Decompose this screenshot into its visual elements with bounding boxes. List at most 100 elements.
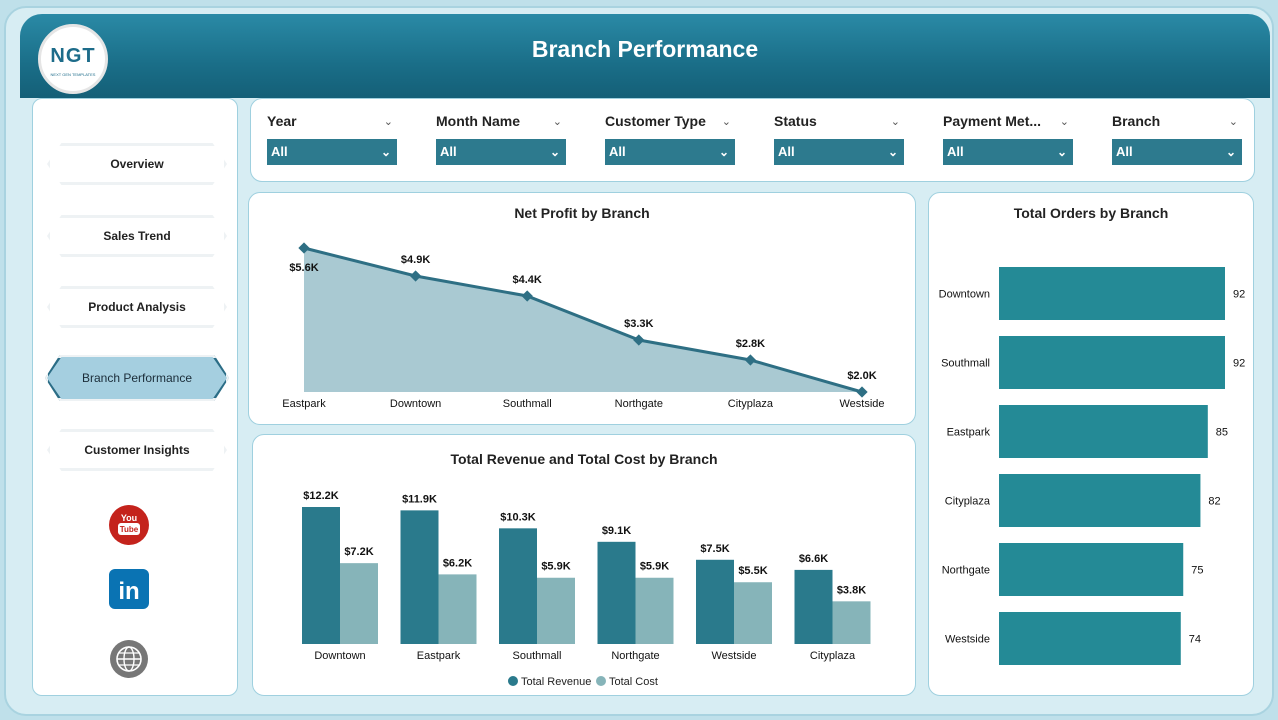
- profit-point: [856, 386, 868, 398]
- payment-method-dropdown[interactable]: All ⌄: [943, 139, 1073, 165]
- revenue-cost-card: Total Revenue and Total Cost by Branch $…: [252, 434, 916, 696]
- data-label: $10.3K: [500, 511, 536, 523]
- filter-label: Month Name: [436, 113, 520, 129]
- data-label: $9.1K: [602, 525, 631, 537]
- filter-status: Status ⌄ All ⌄: [774, 113, 904, 165]
- revenue-bar: [794, 569, 833, 644]
- data-label: $5.5K: [738, 565, 767, 577]
- nav-product-analysis[interactable]: Product Analysis: [47, 286, 227, 328]
- net-profit-card: Net Profit by Branch $5.6K Eastpark $4.9K D…: [248, 192, 916, 425]
- filter-label: Branch: [1112, 113, 1161, 129]
- filter-label: Payment Met...: [943, 113, 1042, 129]
- data-label: $5.6K: [289, 262, 318, 274]
- data-label: $4.4K: [513, 274, 542, 286]
- dropdown-value: All: [778, 144, 795, 159]
- filter-label: Status: [774, 113, 817, 129]
- globe-icon[interactable]: [109, 639, 149, 679]
- x-tick-label: Westside: [711, 650, 756, 662]
- filter-payment-method: Payment Met... ⌄ All ⌄: [943, 113, 1073, 165]
- revenue-cost-chart: $12.2K $7.2K Downtown $11.9K $6.2K Eastpark $1…: [302, 490, 871, 688]
- revenue-bar: [696, 559, 734, 644]
- x-tick-label: Northgate: [615, 398, 663, 410]
- header-bar: NGT NEXT GEN TEMPLATES Branch Performanc…: [20, 14, 1270, 98]
- revenue-bar: [499, 528, 537, 644]
- branch-dropdown[interactable]: All ⌄: [1112, 139, 1242, 165]
- orders-bar: [999, 612, 1181, 665]
- nav-branch-performance[interactable]: Branch Performance: [47, 357, 227, 399]
- data-label: 92: [1233, 289, 1245, 301]
- data-label: $3.3K: [624, 318, 653, 330]
- legend-marker: [596, 676, 606, 686]
- orders-bar: [999, 405, 1208, 458]
- x-tick-label: Southmall: [503, 398, 552, 410]
- data-label: $12.2K: [303, 490, 339, 502]
- filter-branch: Branch ⌄ All ⌄: [1112, 113, 1242, 165]
- nav-sales-trend[interactable]: Sales Trend: [47, 215, 227, 257]
- data-label: 74: [1189, 634, 1201, 646]
- data-label: $3.8K: [837, 584, 866, 596]
- data-label: 82: [1208, 496, 1220, 508]
- dropdown-value: All: [609, 144, 626, 159]
- year-dropdown[interactable]: All ⌄: [267, 139, 397, 165]
- nav-customer-insights[interactable]: Customer Insights: [47, 429, 227, 471]
- orders-bar: [999, 267, 1225, 320]
- data-label: 85: [1216, 427, 1228, 439]
- cost-bar: [832, 601, 871, 644]
- y-tick-label: Eastpark: [947, 427, 991, 439]
- cost-bar: [635, 577, 674, 644]
- chevron-down-icon: ⌄: [549, 145, 560, 159]
- revenue-bar: [400, 510, 439, 644]
- youtube-icon[interactable]: You Tube: [109, 505, 149, 545]
- profit-point: [744, 354, 757, 366]
- chevron-down-icon[interactable]: ⌄: [1228, 116, 1238, 128]
- chart-title: Total Orders by Branch: [1013, 205, 1169, 221]
- filter-bar: Year ⌄ All ⌄ Month Name ⌄ All ⌄ Customer Typ…: [250, 98, 1255, 182]
- svg-text:Tube: Tube: [120, 525, 139, 534]
- cost-bar: [537, 577, 575, 644]
- chevron-down-icon[interactable]: ⌄: [383, 116, 393, 128]
- x-tick-label: Northgate: [611, 650, 659, 662]
- chevron-down-icon[interactable]: ⌄: [890, 116, 900, 128]
- status-dropdown[interactable]: All ⌄: [774, 139, 904, 165]
- y-tick-label: Northgate: [942, 565, 990, 577]
- revenue-bar: [302, 507, 340, 644]
- dropdown-value: All: [271, 144, 288, 159]
- dropdown-value: All: [1116, 144, 1133, 159]
- chevron-down-icon[interactable]: ⌄: [721, 116, 731, 128]
- data-label: $11.9K: [402, 493, 437, 505]
- x-tick-label: Westside: [839, 398, 884, 410]
- cost-bar: [438, 574, 477, 644]
- chart-title: Total Revenue and Total Cost by Branch: [450, 451, 718, 467]
- filter-label: Customer Type: [605, 113, 706, 129]
- nav-overview[interactable]: Overview: [47, 143, 227, 185]
- chevron-down-icon: ⌄: [380, 145, 391, 159]
- x-tick-label: Eastpark: [282, 398, 326, 410]
- legend-marker: [508, 676, 518, 686]
- month-dropdown[interactable]: All ⌄: [436, 139, 566, 165]
- linkedin-icon[interactable]: in: [109, 569, 149, 609]
- y-tick-label: Southmall: [941, 358, 990, 370]
- data-label: $6.6K: [799, 553, 828, 565]
- legend-label: Total Cost: [609, 676, 658, 688]
- data-label: $5.9K: [640, 561, 669, 573]
- customer-type-dropdown[interactable]: All ⌄: [605, 139, 735, 165]
- y-tick-label: Downtown: [939, 289, 990, 301]
- svg-text:You: You: [121, 513, 137, 523]
- data-label: $4.9K: [401, 254, 430, 266]
- orders-bar: [999, 336, 1225, 389]
- chevron-down-icon[interactable]: ⌄: [552, 116, 562, 128]
- filter-label: Year: [267, 113, 297, 129]
- filter-year: Year ⌄ All ⌄: [267, 113, 397, 165]
- orders-chart: Downtown 92 Southmall 92 Eastpark 85 Cityplaza…: [939, 267, 1245, 665]
- profit-line: [303, 246, 863, 394]
- y-tick-label: Westside: [945, 634, 990, 646]
- data-label: $7.2K: [344, 546, 373, 558]
- filter-customer-type: Customer Type ⌄ All ⌄: [605, 113, 735, 165]
- filter-month: Month Name ⌄ All ⌄: [436, 113, 566, 165]
- data-label: $2.0K: [847, 370, 876, 382]
- chevron-down-icon[interactable]: ⌄: [1059, 116, 1069, 128]
- x-tick-label: Downtown: [314, 650, 365, 662]
- x-tick-label: Downtown: [390, 398, 441, 410]
- cost-bar: [340, 563, 378, 644]
- revenue-bar: [597, 541, 636, 644]
